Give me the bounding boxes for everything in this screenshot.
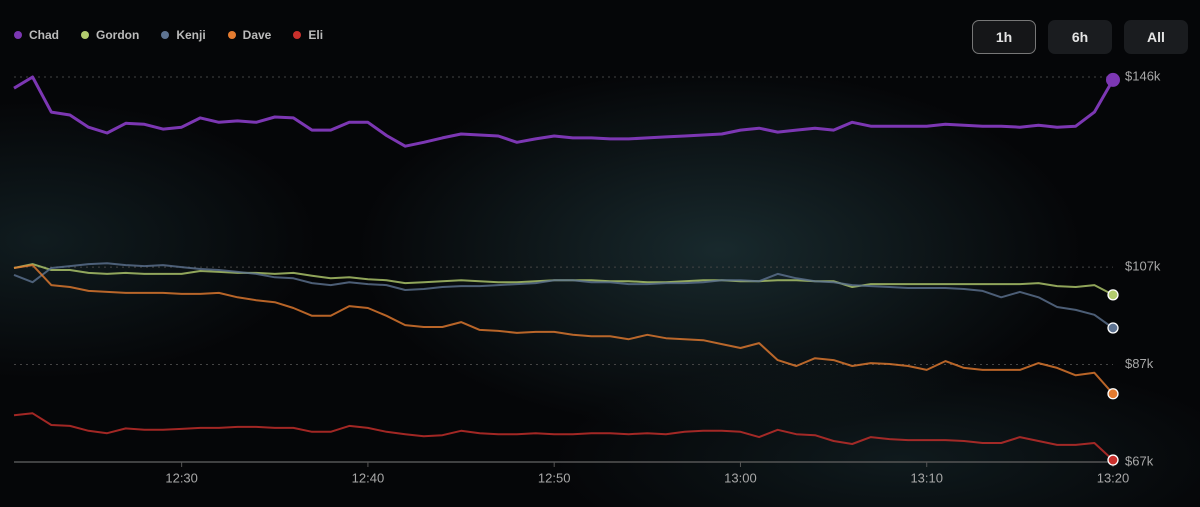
legend-swatch (293, 31, 302, 39)
legend-swatch (161, 31, 170, 39)
legend-item: Gordon (81, 28, 139, 42)
series-line (13, 75, 1115, 148)
end-marker (1106, 72, 1120, 87)
y-tick-label: $87k (1125, 356, 1154, 371)
series-line (13, 412, 1114, 461)
legend-label: Eli (308, 28, 324, 42)
legend-label: Kenji (176, 28, 206, 42)
range-button[interactable]: All (1124, 20, 1188, 54)
range-selector: 1h 6h All (972, 20, 1188, 54)
legend-label: Dave (242, 28, 272, 42)
end-marker (1107, 289, 1119, 301)
y-tick-label: $107k (1125, 259, 1161, 274)
y-tick-label: $67k (1125, 453, 1154, 468)
x-tick-label: 13:20 (1097, 470, 1130, 485)
x-tick-label: 12:40 (352, 470, 385, 485)
legend-swatch (81, 31, 89, 39)
x-tick-label: 13:10 (910, 470, 943, 485)
legend-item: Eli (293, 28, 323, 42)
y-tick-label: $146k (1125, 68, 1161, 83)
legend-item: Dave (227, 28, 272, 42)
range-button[interactable]: 6h (1048, 20, 1112, 54)
x-tick-label: 13:00 (724, 470, 757, 485)
legend-item: Chad (14, 28, 59, 42)
legend-label: Gordon (96, 28, 140, 42)
end-marker (1107, 454, 1119, 466)
legend-item: Kenji (161, 28, 206, 42)
legend: Chad Gordon Kenji Dave Eli (14, 28, 323, 42)
x-tick-label: 12:50 (538, 470, 571, 485)
series-line (13, 262, 1114, 329)
series-line (13, 264, 1114, 395)
legend-label: Chad (29, 28, 59, 42)
end-marker (1107, 388, 1119, 400)
legend-swatch (227, 31, 236, 39)
legend-swatch (14, 31, 22, 39)
end-marker (1107, 322, 1119, 334)
x-tick-label: 12:30 (165, 470, 198, 485)
range-button[interactable]: 1h (972, 20, 1036, 54)
